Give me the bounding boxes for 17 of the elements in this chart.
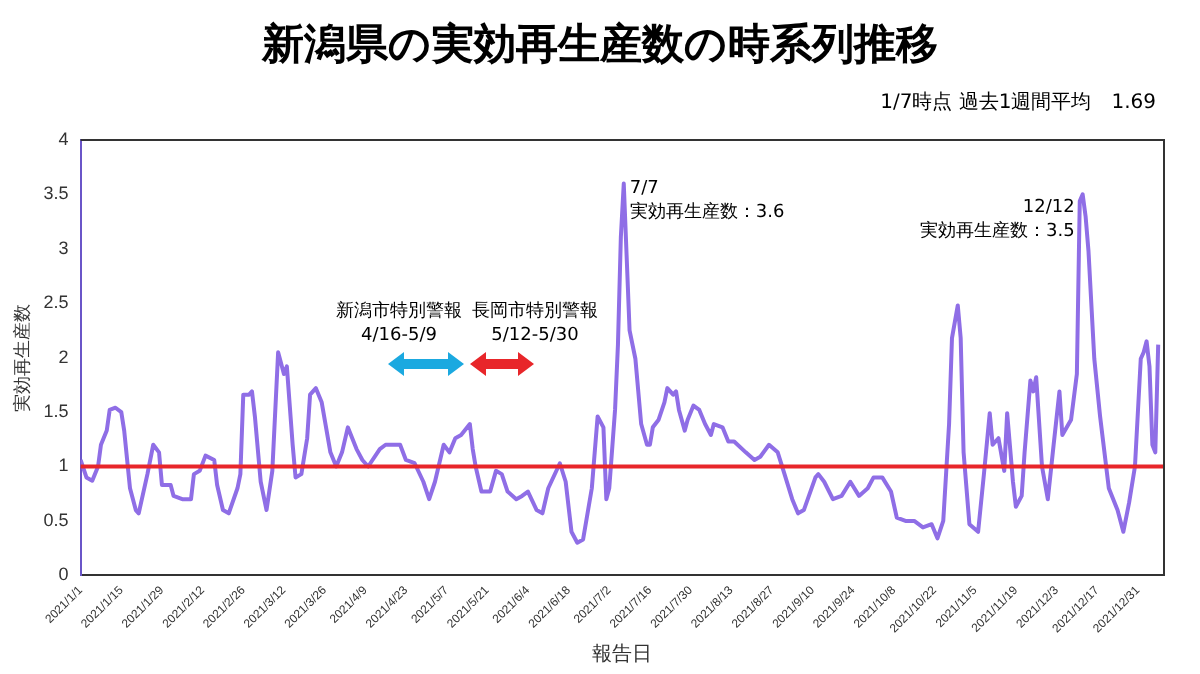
y-tick-label: 1.5 bbox=[43, 401, 69, 422]
y-tick-label: 1 bbox=[58, 455, 69, 476]
chart-title: 新潟県の実効再生産数の時系列推移 bbox=[259, 18, 940, 72]
annotation: 7/7 実効再生産数：3.6 bbox=[629, 179, 785, 224]
y-tick-label: 2 bbox=[58, 346, 69, 367]
y-axis-title: 実効再生産数 bbox=[11, 303, 32, 412]
y-tick-label: 3.5 bbox=[43, 183, 69, 204]
y-tick-label: 3 bbox=[58, 237, 69, 258]
annotation: 新潟市特別警報 4/16-5/9 bbox=[336, 300, 462, 348]
y-tick-label: 2.5 bbox=[43, 292, 69, 313]
y-tick-label: 0 bbox=[58, 564, 69, 585]
y-tick-label: 0.5 bbox=[43, 509, 69, 530]
y-tick-label: 4 bbox=[58, 128, 69, 149]
x-axis-title: 報告日 bbox=[592, 641, 653, 666]
annotation: 12/12 実効再生産数：3.5 bbox=[920, 198, 1075, 243]
annotation: 長岡市特別警報 5/12-5/30 bbox=[472, 300, 598, 348]
chart-subtitle: 1/7時点 過去1週間平均 1.69 bbox=[880, 89, 1156, 116]
